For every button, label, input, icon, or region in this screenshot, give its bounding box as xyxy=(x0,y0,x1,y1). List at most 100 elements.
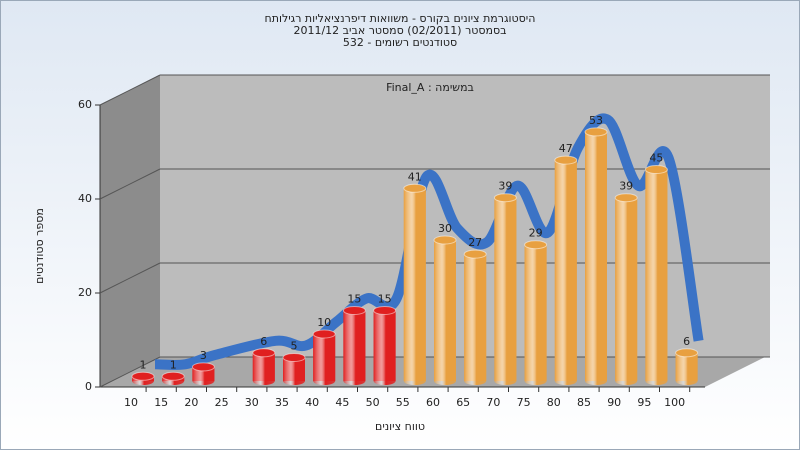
y-axis-label: מספר סטודנטים xyxy=(33,208,46,284)
bar-top xyxy=(433,235,457,245)
bar-top xyxy=(675,348,699,358)
x-tick-label: 60 xyxy=(426,396,440,409)
grid-line xyxy=(99,74,161,106)
bar xyxy=(161,371,185,385)
bar-body xyxy=(585,131,607,385)
bar xyxy=(342,306,366,385)
bar xyxy=(614,193,638,385)
chart-title: היסטוגרמת ציונים בקורס - משוואות דיפרנצי… xyxy=(265,12,536,25)
data-label: 15 xyxy=(378,293,392,306)
bar xyxy=(463,249,487,385)
bar-body xyxy=(675,352,698,385)
x-tick-label: 10 xyxy=(124,396,138,409)
x-tick-label: 30 xyxy=(245,396,259,409)
x-tick-label: 40 xyxy=(305,396,319,409)
bar-body xyxy=(524,244,547,385)
data-label: 5 xyxy=(291,340,298,353)
grid-line xyxy=(99,168,161,200)
trend-line xyxy=(154,113,704,370)
data-label: 1 xyxy=(170,358,177,371)
x-tick-label: 95 xyxy=(637,396,651,409)
data-label: 6 xyxy=(683,335,690,348)
data-label: 41 xyxy=(408,170,422,183)
side-wall xyxy=(100,75,160,387)
bar-top xyxy=(614,193,638,203)
data-label: 6 xyxy=(260,335,267,348)
bar-body xyxy=(192,366,215,385)
x-tick-label: 65 xyxy=(456,396,470,409)
bar-top xyxy=(493,193,517,203)
bar-body xyxy=(283,357,305,385)
x-tick-label: 15 xyxy=(154,396,168,409)
data-label: 45 xyxy=(649,152,663,165)
bar-top xyxy=(644,165,668,174)
data-label: 27 xyxy=(468,236,482,249)
bar-top xyxy=(403,183,427,193)
bar-top xyxy=(282,353,306,362)
bar-top xyxy=(252,348,276,358)
bar xyxy=(403,183,427,385)
bar-top xyxy=(584,127,608,137)
bar xyxy=(312,329,336,385)
bar-body xyxy=(554,160,577,385)
bar-top xyxy=(161,371,185,381)
data-label: 10 xyxy=(317,316,331,329)
chart-subtitle: בסמסטר (02/2011) סמסטר אביב 2011/12 xyxy=(293,24,506,37)
data-label: 39 xyxy=(619,180,633,193)
bar xyxy=(373,306,397,385)
x-tick-label: 35 xyxy=(275,396,289,409)
chart-subtitle: סטודנטים רשומים - 532 xyxy=(343,36,457,49)
y-tick-label: 60 xyxy=(78,98,92,111)
bar-top xyxy=(191,362,215,372)
x-tick-label: 55 xyxy=(396,396,410,409)
bar xyxy=(524,240,548,385)
x-tick-label: 70 xyxy=(486,396,500,409)
bar-body xyxy=(494,197,517,386)
bar-body xyxy=(403,188,426,385)
y-tick-label: 40 xyxy=(78,192,92,205)
bar xyxy=(675,348,699,385)
x-axis-label: טווח ציונים xyxy=(375,420,425,433)
bar-body xyxy=(343,310,366,385)
y-tick-label: 20 xyxy=(78,286,92,299)
bar-top xyxy=(131,371,155,381)
data-label: 1 xyxy=(140,358,147,371)
data-label: 30 xyxy=(438,222,452,235)
x-tick-label: 75 xyxy=(517,396,531,409)
bar xyxy=(554,155,578,385)
bar xyxy=(644,165,668,385)
bar-body xyxy=(645,169,668,385)
bar xyxy=(584,127,608,385)
grid-line xyxy=(99,262,161,294)
data-label: 39 xyxy=(498,180,512,193)
x-tick-label: 85 xyxy=(577,396,591,409)
x-tick-label: 80 xyxy=(547,396,561,409)
bar-body xyxy=(373,310,396,385)
bar-top xyxy=(554,155,578,165)
bar xyxy=(191,362,215,385)
bar-body xyxy=(313,334,336,385)
bar-top xyxy=(373,306,397,315)
bar-top xyxy=(463,249,487,259)
annotation: במשימה : Final_A xyxy=(386,81,474,94)
bar-top xyxy=(524,240,548,250)
bar-top xyxy=(312,329,336,339)
x-tick-label: 45 xyxy=(335,396,349,409)
data-label: 29 xyxy=(529,227,543,240)
bar-body xyxy=(464,254,487,385)
bar-body xyxy=(434,240,456,385)
data-label: 15 xyxy=(347,293,361,306)
x-tick-label: 20 xyxy=(184,396,198,409)
x-tick-label: 100 xyxy=(664,396,685,409)
bar xyxy=(131,371,155,385)
bar xyxy=(282,353,306,385)
data-label: 47 xyxy=(559,142,573,155)
bar-top xyxy=(342,306,366,315)
bar xyxy=(493,193,517,386)
y-tick-label: 0 xyxy=(85,380,92,393)
x-tick-label: 90 xyxy=(607,396,621,409)
grid-line xyxy=(99,356,161,388)
bar-body xyxy=(615,197,638,385)
bar-body xyxy=(252,352,275,385)
